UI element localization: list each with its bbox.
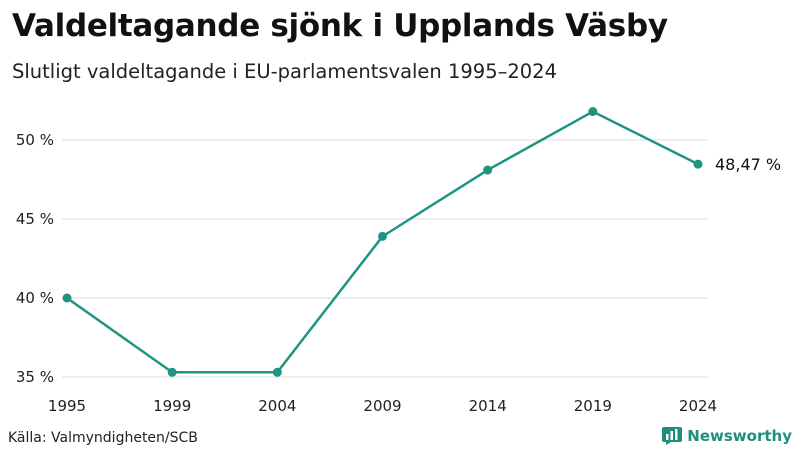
brand-name: Newsworthy — [687, 427, 792, 445]
x-tick-label: 2014 — [469, 397, 507, 415]
data-point — [483, 165, 493, 175]
chart-subtitle: Slutligt valdeltagande i EU-parlamentsva… — [12, 60, 557, 83]
end-value-label: 48,47 % — [715, 155, 781, 174]
data-point — [588, 107, 598, 117]
data-point — [272, 367, 282, 377]
y-tick-label: 45 % — [16, 210, 54, 228]
x-tick-label: 2024 — [679, 397, 717, 415]
data-point — [693, 159, 703, 169]
y-tick-label: 50 % — [16, 131, 54, 149]
x-tick-label: 1995 — [48, 397, 86, 415]
data-point — [62, 293, 72, 303]
data-point — [378, 231, 387, 241]
y-tick-label: 40 % — [16, 289, 54, 307]
x-tick-label: 1999 — [153, 397, 191, 415]
x-tick-label: 2004 — [258, 397, 296, 415]
x-tick-label: 2009 — [363, 397, 401, 415]
newsworthy-logo-icon — [662, 427, 683, 445]
series-line — [66, 110, 699, 374]
data-point — [167, 367, 177, 377]
source-note: Källa: Valmyndigheten/SCB — [8, 430, 198, 446]
brand-logo: Newsworthy — [662, 427, 792, 445]
x-tick-label: 2019 — [574, 397, 612, 415]
y-tick-label: 35 % — [16, 368, 54, 386]
chart-title: Valdeltagande sjönk i Upplands Väsby — [12, 8, 668, 44]
